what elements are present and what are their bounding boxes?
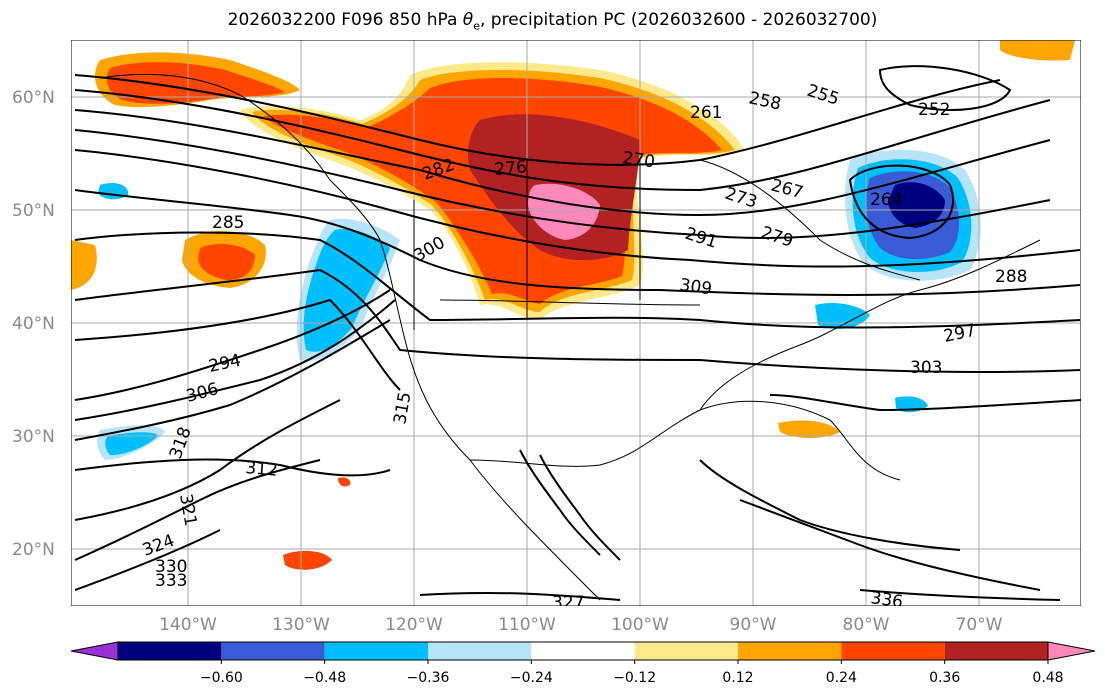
precip-shading [71,40,1075,570]
graticule [71,40,1081,606]
colorbar: −0.60 −0.48 −0.36 −0.24 −0.12 0.12 0.24 0.36 0.4… [70,641,1096,686]
map-panel: 252 255 258 261 264 267 270 273 276 279 … [71,40,1081,613]
colorbar-bin [531,642,635,660]
lon-label: 90°W [730,615,777,635]
lat-label: 20°N [12,540,55,560]
colorbar-ticks: −0.60 −0.48 −0.36 −0.24 −0.12 0.12 0.24 0.36 0.4… [200,660,1064,686]
colorbar-bin [324,642,428,660]
contour-label: 312 [245,458,279,481]
lon-label: 120°W [385,615,443,635]
contour-label: 327 [552,593,584,613]
lon-label: 80°W [843,615,890,635]
lon-label: 140°W [159,615,217,635]
colorbar-tick-label: −0.36 [407,670,450,686]
colorbar-tick-label: −0.12 [613,670,656,686]
contour-label: 330 [155,557,187,577]
lon-label: 70°W [956,615,1003,635]
contour-label: 261 [690,103,722,123]
contour-label: 309 [678,275,713,299]
map-title: 2026032200 F096 850 hPa θe, precipitatio… [227,10,878,33]
colorbar-extend-high [1047,641,1096,661]
lat-label: 40°N [12,314,55,334]
contour-label: 288 [995,267,1027,287]
colorbar-bin [428,642,532,660]
lat-label: 50°N [12,201,55,221]
lon-label: 130°W [272,615,330,635]
theta-e-contours [74,65,1081,601]
coastlines [99,73,1041,601]
contour-label: 252 [918,100,950,120]
colorbar-tick-label: 0.24 [826,670,857,686]
colorbar-bin [944,642,1048,660]
colorbar-bin [738,642,842,660]
contour-label: 270 [621,148,656,172]
colorbar-tick-label: 0.36 [929,670,960,686]
contour-label: 336 [869,588,904,612]
colorbar-bin [118,642,222,660]
colorbar-bin [221,642,325,660]
colorbar-tick-label: −0.60 [200,670,243,686]
theta-subscript: e [473,19,480,33]
colorbar-tick-label: −0.24 [510,670,553,686]
lon-label: 100°W [611,615,669,635]
colorbar-bin [634,642,738,660]
colorbar-segments [70,641,1096,661]
colorbar-tick-label: −0.48 [303,670,346,686]
colorbar-tick-label: 0.12 [722,670,753,686]
colorbar-outline [117,641,1049,661]
contour-label: 264 [870,190,902,210]
contour-label: 333 [155,571,187,591]
contour-label: 285 [212,213,244,233]
contour-label: 303 [910,358,942,378]
colorbar-extend-low [70,641,119,661]
theta-symbol: θ [462,10,474,30]
longitude-labels: 140°W 130°W 120°W 110°W 100°W 90°W 80°W … [159,615,1003,635]
latitude-labels: 60°N 50°N 40°N 30°N 20°N [12,88,55,560]
contour-label: 276 [494,157,528,180]
lat-label: 30°N [12,427,55,447]
lat-label: 60°N [12,88,55,108]
lon-label: 110°W [498,615,556,635]
colorbar-bin [841,642,945,660]
colorbar-tick-label: 0.48 [1032,670,1063,686]
